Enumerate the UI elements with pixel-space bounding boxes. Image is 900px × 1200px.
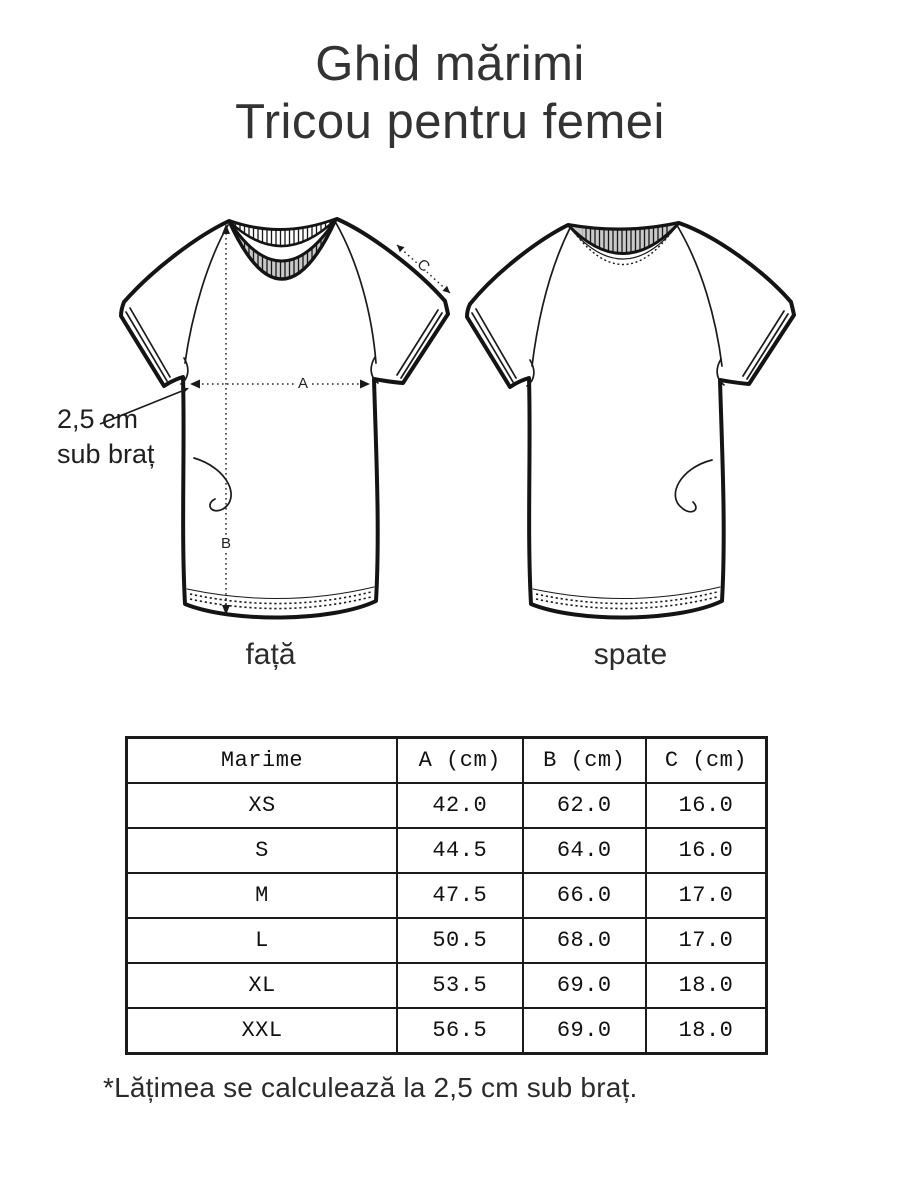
cell-c: 16.0 xyxy=(644,782,768,829)
cell-b: 68.0 xyxy=(521,917,647,964)
cell-a: 44.5 xyxy=(396,827,524,874)
cell-b: 64.0 xyxy=(521,827,647,874)
back-shirt-drawing xyxy=(465,221,796,620)
page-title-line1: Ghid mărimi xyxy=(315,37,585,91)
front-shirt-drawing: B A C xyxy=(119,217,451,620)
measure-label-B: B xyxy=(221,535,231,552)
measure-label-A: A xyxy=(298,375,308,392)
cell-size: XXL xyxy=(125,1007,399,1055)
table-row: XS 42.0 62.0 16.0 xyxy=(125,782,768,829)
table-row: L 50.5 68.0 17.0 xyxy=(125,917,768,964)
footnote: *Lățimea se calculează la 2,5 cm sub bra… xyxy=(103,1072,638,1103)
back-view-label: spate xyxy=(593,638,668,671)
page-title: Ghid mărimi Tricou pentru femei xyxy=(0,36,900,152)
header-b: B (cm) xyxy=(521,736,647,784)
cell-c: 18.0 xyxy=(644,1007,768,1055)
underarm-note-line1: 2,5 cm xyxy=(57,404,139,434)
measure-line-A: A xyxy=(190,375,370,392)
table-row: S 44.5 64.0 16.0 xyxy=(125,827,768,874)
underarm-note-arrow xyxy=(99,387,189,425)
table-header-row: Marime A (cm) B (cm) C (cm) xyxy=(125,736,768,784)
cell-c: 17.0 xyxy=(644,917,768,964)
table-row: M 47.5 66.0 17.0 xyxy=(125,872,768,919)
underarm-note-line2: sub braț xyxy=(57,439,155,470)
cell-a: 50.5 xyxy=(396,917,524,964)
cell-a: 56.5 xyxy=(396,1007,524,1055)
header-c: C (cm) xyxy=(644,736,768,784)
cell-size: XL xyxy=(125,962,399,1009)
table-row: XL 53.5 69.0 18.0 xyxy=(125,962,768,1009)
cell-size: S xyxy=(125,827,399,874)
cell-b: 69.0 xyxy=(521,1007,647,1055)
header-a: A (cm) xyxy=(396,736,524,784)
cell-size: L xyxy=(125,917,399,964)
cell-a: 47.5 xyxy=(396,872,524,919)
header-size: Marime xyxy=(125,736,399,784)
underarm-note: 2,5 cm sub braț xyxy=(57,402,155,472)
cell-c: 18.0 xyxy=(644,962,768,1009)
table-row: XXL 56.5 69.0 18.0 xyxy=(125,1007,768,1055)
cell-b: 66.0 xyxy=(521,872,647,919)
cell-size: M xyxy=(125,872,399,919)
cell-size: XS xyxy=(125,782,399,829)
cell-b: 69.0 xyxy=(521,962,647,1009)
cell-c: 17.0 xyxy=(644,872,768,919)
page-title-line2: Tricou pentru femei xyxy=(235,94,665,149)
size-table: Marime A (cm) B (cm) C (cm) XS 42.0 62.0… xyxy=(125,736,768,1055)
cell-c: 16.0 xyxy=(644,827,768,874)
front-view-label: față xyxy=(245,638,296,671)
measure-line-B: B xyxy=(218,224,234,615)
cell-a: 42.0 xyxy=(396,782,524,829)
cell-b: 62.0 xyxy=(521,782,647,829)
cell-a: 53.5 xyxy=(396,962,524,1009)
